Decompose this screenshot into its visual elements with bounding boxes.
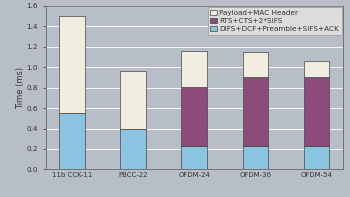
Bar xyxy=(304,61,329,77)
Bar xyxy=(243,77,268,146)
Bar xyxy=(59,16,85,113)
Bar xyxy=(243,146,268,169)
Bar xyxy=(181,146,207,169)
Bar xyxy=(181,87,207,146)
Bar xyxy=(304,146,329,169)
Bar xyxy=(243,52,268,77)
Bar xyxy=(120,129,146,169)
Y-axis label: Time (ms): Time (ms) xyxy=(16,67,25,109)
Bar xyxy=(59,113,85,169)
Bar xyxy=(304,77,329,146)
Bar xyxy=(120,71,146,129)
Bar xyxy=(181,51,207,87)
Legend: Payload+MAC Header, RTS+CTS+2*SIFS, DIFS+DCF+Preamble+SIFS+ACK: Payload+MAC Header, RTS+CTS+2*SIFS, DIFS… xyxy=(208,7,342,34)
